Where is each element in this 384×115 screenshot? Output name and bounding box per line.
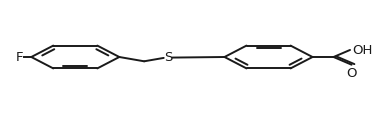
- Text: O: O: [346, 67, 357, 80]
- Text: OH: OH: [352, 43, 372, 56]
- Text: S: S: [164, 50, 172, 63]
- Text: F: F: [16, 51, 23, 64]
